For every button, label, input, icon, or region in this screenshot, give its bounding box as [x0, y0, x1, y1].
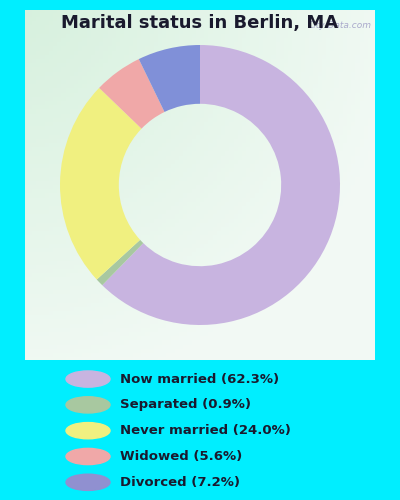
Circle shape — [66, 422, 110, 439]
Text: Separated (0.9%): Separated (0.9%) — [120, 398, 251, 411]
Text: Never married (24.0%): Never married (24.0%) — [120, 424, 291, 437]
Text: City-Data.com: City-Data.com — [308, 20, 372, 30]
Text: Widowed (5.6%): Widowed (5.6%) — [120, 450, 242, 463]
Text: Divorced (7.2%): Divorced (7.2%) — [120, 476, 240, 489]
Circle shape — [66, 474, 110, 490]
Wedge shape — [102, 45, 340, 325]
Circle shape — [66, 371, 110, 387]
Text: Marital status in Berlin, MA: Marital status in Berlin, MA — [62, 14, 338, 32]
Text: Now married (62.3%): Now married (62.3%) — [120, 372, 279, 386]
Wedge shape — [139, 45, 200, 112]
Circle shape — [66, 448, 110, 464]
Wedge shape — [99, 59, 164, 128]
Circle shape — [66, 397, 110, 413]
Wedge shape — [97, 240, 143, 285]
Wedge shape — [60, 88, 142, 280]
